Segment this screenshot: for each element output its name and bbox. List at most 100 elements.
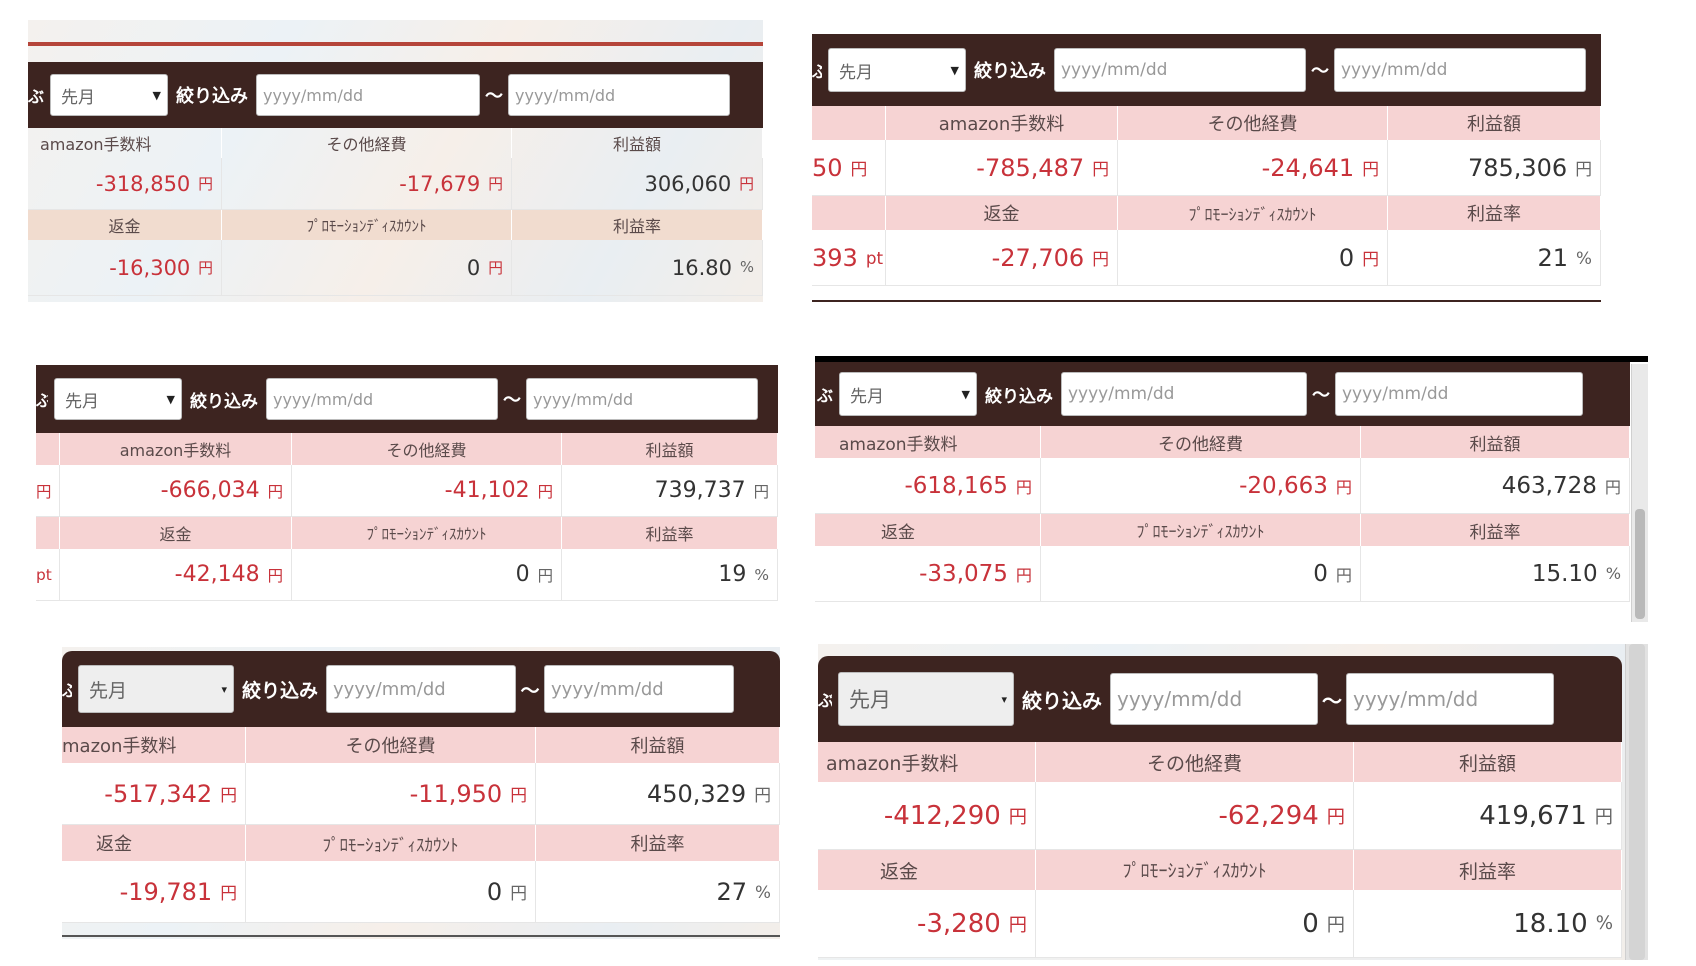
header-other-expenses: その他経費 (1036, 742, 1354, 782)
amount: -618,165 (904, 472, 1008, 499)
value-profit-rate: 15.10% (1361, 546, 1630, 602)
unit-yen: 円 (36, 482, 52, 501)
panel-1-start-date-input[interactable]: yyyy/mm/dd (256, 74, 480, 116)
unit-yen: 円 (220, 784, 237, 805)
panel-5-bottom-rule (62, 935, 780, 937)
panel-6-end-date-input[interactable]: yyyy/mm/dd (1346, 673, 1554, 725)
amount: 0 (1302, 908, 1319, 939)
header-other-expenses: その他経費 (1118, 106, 1388, 140)
amount: -42,148 (174, 562, 260, 587)
panel-6-lead-char: ぶ (818, 691, 832, 710)
amount: 19 (718, 562, 747, 587)
header-profit-rate: 利益率 (536, 825, 780, 861)
panel-3-start-date-input[interactable]: yyyy/mm/dd (266, 378, 498, 420)
value-amazon-fee: -666,034 円 (60, 465, 292, 517)
unit-yen: 円 (198, 176, 213, 193)
panel-5-start-date-input[interactable]: yyyy/mm/dd (326, 665, 517, 713)
unit-yen: 円 (267, 482, 283, 501)
unit-percent: % (1576, 247, 1592, 268)
panel-4-table: amazon手数料 その他経費 利益額 -618,165 円 -20,663 円 4… (815, 426, 1630, 602)
value-refund: -19,781 円 (62, 861, 246, 923)
panel-1-table: amazon手数料 その他経費 利益額 -318,850 円 -17,679 円 3… (28, 128, 763, 296)
header-profit: 利益額 (1388, 106, 1601, 140)
panel-2-start-date-input[interactable]: yyyy/mm/dd (1054, 48, 1306, 92)
scrollbar-thumb[interactable] (1629, 644, 1645, 960)
header-amazon-fee: mazon手数料 (62, 727, 246, 763)
panel-2-period-select[interactable]: 先月 ▼ (828, 48, 966, 92)
panel-6-scrollbar[interactable] (1625, 644, 1648, 960)
amount: -666,034 (160, 478, 260, 503)
panel-5-tilde: 〜 (520, 679, 540, 702)
panel-6-filter-label: 絞り込み (1022, 688, 1102, 713)
value-amazon-fee: -517,342 円 (62, 763, 246, 825)
chevron-down-icon: ▼ (950, 63, 959, 77)
panel-3-end-date-input[interactable]: yyyy/mm/dd (526, 378, 758, 420)
header-promo-discount: ﾌﾟﾛﾓｰｼｮﾝﾃﾞｨｽｶｳﾝﾄ (222, 210, 512, 240)
unit-yen: 円 (488, 260, 503, 277)
value-profit-rate: 21% (1388, 230, 1601, 286)
panel-3-period-select[interactable]: 先月 ▼ (54, 378, 182, 420)
value-other-expenses: -62,294 円 (1036, 782, 1354, 850)
unit-percent: % (754, 565, 769, 584)
scrollbar-thumb[interactable] (1635, 509, 1645, 619)
panel-5-period-select[interactable]: 先月 ▾ (78, 665, 234, 713)
unit-yen: 円 (510, 882, 527, 903)
panel-1-lead-char: ぶ (28, 87, 44, 106)
header-promo-discount: ﾌﾟﾛﾓｰｼｮﾝﾃﾞｨｽｶｳﾝﾄ (1118, 196, 1388, 230)
date-placeholder: yyyy/mm/dd (1341, 60, 1448, 80)
amount: 21 (1537, 243, 1569, 272)
panel-4-scrollbar[interactable] (1631, 364, 1648, 622)
header-profit: 利益額 (512, 128, 763, 158)
amount: -517,342 (104, 779, 213, 808)
header-profit: 利益額 (562, 433, 778, 465)
value-other-expenses: -11,950 円 (246, 763, 536, 825)
amount: 0 (466, 255, 481, 280)
period-select-value: 先月 (849, 688, 891, 712)
amount: 419,671 (1479, 800, 1587, 831)
panel-4-start-date-input[interactable]: yyyy/mm/dd (1061, 372, 1307, 416)
panel-2: ぶ 先月 ▼ 絞り込み yyyy/mm/dd 〜 yyyy/mm/dd amaz… (812, 34, 1601, 306)
date-placeholder: yyyy/mm/dd (551, 678, 664, 700)
unit-yen: 円 (1092, 158, 1109, 179)
panel-1-period-select[interactable]: 先月 ▼ (50, 74, 168, 116)
header-other-expenses: その他経費 (292, 433, 562, 465)
header-promo-discount: ﾌﾟﾛﾓｰｼｮﾝﾃﾞｨｽｶｳﾝﾄ (1036, 850, 1354, 890)
amount: -3,280 (916, 908, 1001, 939)
value-profit: 450,329 円 (536, 763, 780, 825)
unit-percent: % (1595, 913, 1613, 934)
period-select-value: 先月 (61, 87, 95, 108)
header-profit-rate: 利益率 (512, 210, 763, 240)
unit-yen: 円 (1326, 806, 1345, 828)
value-refund: -3,280 円 (818, 890, 1036, 958)
unit-yen: 円 (1335, 477, 1352, 497)
amount: -16,300 (109, 255, 191, 280)
header-refund: 返金 (818, 850, 1036, 890)
amount: 393 (812, 243, 858, 272)
amount: 0 (1313, 560, 1328, 587)
amount: -33,075 (919, 560, 1008, 587)
panel-5-end-date-input[interactable]: yyyy/mm/dd (544, 665, 735, 713)
amount: 15.10 (1531, 560, 1598, 587)
panel-6-period-select[interactable]: 先月 ▾ (838, 672, 1014, 726)
panel-4-end-date-input[interactable]: yyyy/mm/dd (1335, 372, 1583, 416)
header-profit-rate: 利益率 (562, 517, 778, 549)
panel-1-end-date-input[interactable]: yyyy/mm/dd (508, 74, 730, 116)
value-profit-rate: 27% (536, 861, 780, 923)
unit-yen: 円 (1594, 806, 1613, 828)
unit-yen: 円 (739, 176, 754, 193)
header-refund: 返金 (60, 517, 292, 549)
header-refund: 返金 (886, 196, 1118, 230)
value-other-expenses: -41,102 円 (292, 465, 562, 517)
panel-4-period-select[interactable]: 先月 ▼ (839, 372, 977, 416)
panel-3-filter-bar: ぶ 先月 ▼ 絞り込み yyyy/mm/dd 〜 yyyy/mm/dd (36, 365, 778, 433)
panel-2-end-date-input[interactable]: yyyy/mm/dd (1334, 48, 1586, 92)
panel-1: ぶ 先月 ▼ 絞り込み yyyy/mm/dd 〜 yyyy/mm/dd amaz… (28, 20, 763, 302)
panel-4-tilde: 〜 (1312, 385, 1330, 406)
panel-6-start-date-input[interactable]: yyyy/mm/dd (1110, 673, 1318, 725)
amount: -17,679 (399, 171, 481, 196)
